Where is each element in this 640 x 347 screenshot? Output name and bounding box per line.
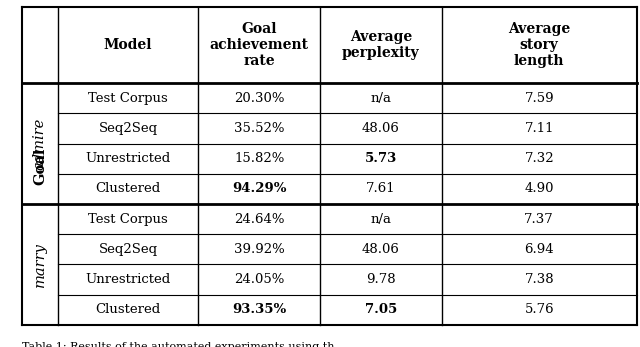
Text: 15.82%: 15.82% (234, 152, 284, 165)
Text: 35.52%: 35.52% (234, 122, 284, 135)
Text: Test Corpus: Test Corpus (88, 213, 168, 226)
Text: 39.92%: 39.92% (234, 243, 285, 256)
Text: 7.32: 7.32 (524, 152, 554, 165)
Text: 94.29%: 94.29% (232, 183, 287, 195)
Text: 24.05%: 24.05% (234, 273, 284, 286)
Text: 7.61: 7.61 (366, 183, 396, 195)
Text: Seq2Seq: Seq2Seq (99, 122, 157, 135)
Text: 5.73: 5.73 (365, 152, 397, 165)
Text: Average
perplexity: Average perplexity (342, 30, 420, 60)
Text: 9.78: 9.78 (366, 273, 396, 286)
Text: Test Corpus: Test Corpus (88, 92, 168, 105)
Text: Average
story
length: Average story length (508, 22, 570, 68)
Text: Goal
achievement
rate: Goal achievement rate (210, 22, 308, 68)
Text: 48.06: 48.06 (362, 122, 400, 135)
Text: Clustered: Clustered (95, 183, 161, 195)
Text: 48.06: 48.06 (362, 243, 400, 256)
Text: Clustered: Clustered (95, 303, 161, 316)
Text: n/a: n/a (371, 92, 391, 105)
Text: Unrestricted: Unrestricted (85, 152, 171, 165)
Text: 93.35%: 93.35% (232, 303, 286, 316)
Text: 6.94: 6.94 (524, 243, 554, 256)
Text: 24.64%: 24.64% (234, 213, 284, 226)
Text: 20.30%: 20.30% (234, 92, 284, 105)
Text: admire: admire (33, 118, 47, 170)
Text: Model: Model (104, 38, 152, 52)
Text: 7.05: 7.05 (365, 303, 397, 316)
Text: 7.38: 7.38 (524, 273, 554, 286)
Text: Table 1: Results of the automated experiments using th: Table 1: Results of the automated experi… (22, 342, 335, 347)
Text: 5.76: 5.76 (524, 303, 554, 316)
Text: 4.90: 4.90 (524, 183, 554, 195)
Text: 7.37: 7.37 (524, 213, 554, 226)
Text: Goal: Goal (33, 147, 47, 185)
Text: marry: marry (33, 242, 47, 287)
Text: 7.11: 7.11 (524, 122, 554, 135)
Text: n/a: n/a (371, 213, 391, 226)
Text: 7.59: 7.59 (524, 92, 554, 105)
Text: Unrestricted: Unrestricted (85, 273, 171, 286)
Text: Seq2Seq: Seq2Seq (99, 243, 157, 256)
